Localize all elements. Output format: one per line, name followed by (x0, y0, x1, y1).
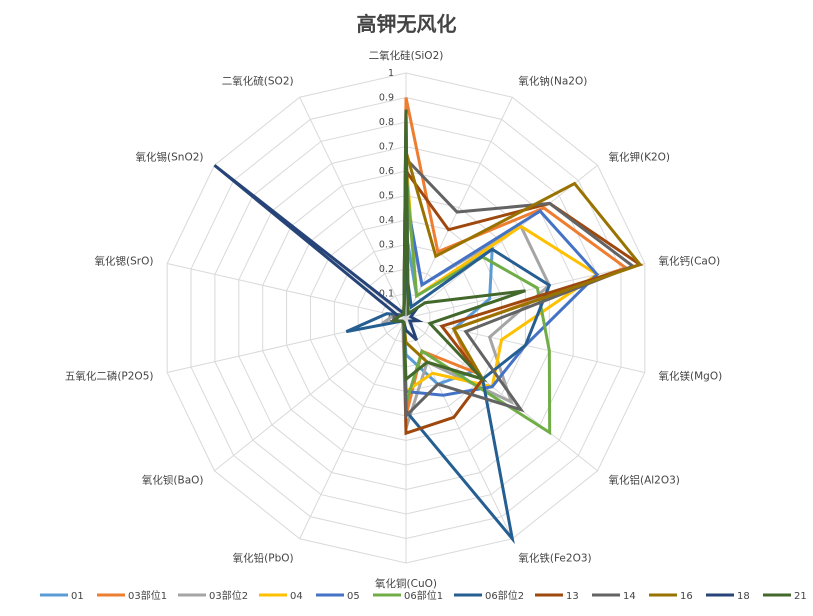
grid-spoke (405, 97, 513, 319)
grid-spoke (299, 97, 407, 319)
radar-tick-labels: 00.10.20.30.40.50.60.70.80.91 (379, 68, 394, 324)
grid-spoke (405, 317, 598, 472)
axis-label: 氧化铅(PbO) (233, 551, 294, 564)
legend-item: 01 (40, 591, 84, 602)
legend-item: 03部位2 (178, 589, 248, 602)
grid-spoke (167, 262, 407, 319)
axis-label: 氧化铁(Fe2O3) (518, 551, 591, 564)
legend-label: 18 (737, 591, 750, 602)
legend-label: 01 (71, 591, 84, 602)
legend-item: 06部位2 (454, 589, 524, 602)
tick-label: 0.6 (379, 166, 394, 177)
tick-label: 0.1 (379, 289, 394, 300)
grid-spoke (299, 317, 407, 539)
radar-category-labels: 二氧化硅(SiO2) 氧化钠(Na2O) 氧化钾(K2O) 氧化钙(CaO) 氧化镁(M… (65, 49, 722, 590)
axis-label: 氧化钡(BaO) (142, 473, 204, 486)
axis-label: 氧化铜(CuO) (375, 577, 437, 590)
tick-label: 0.4 (379, 215, 394, 226)
legend-label: 04 (290, 591, 303, 602)
legend-label: 03部位1 (128, 589, 167, 602)
radar-series (213, 97, 644, 545)
legend: 01 03部位1 03部位2 04 05 06部位1 06部位2 13 14 16 18 21 (40, 589, 807, 602)
legend-item: 04 (259, 591, 303, 602)
axis-label: 五氧化二磷(P2O5) (65, 370, 154, 383)
legend-label: 06部位1 (404, 589, 443, 602)
tick-label: 1 (388, 68, 394, 79)
legend-item: 06部位1 (373, 589, 443, 602)
axis-label: 二氧化硅(SiO2) (369, 49, 444, 62)
axis-label: 氧化锡(SnO2) (136, 151, 204, 164)
tick-label: 0.3 (379, 240, 394, 251)
legend-item: 21 (763, 591, 807, 602)
legend-label: 05 (347, 591, 360, 602)
legend-label: 03部位2 (209, 589, 248, 602)
tick-label: 0.7 (379, 142, 394, 153)
tick-label: 0.5 (379, 191, 394, 202)
series-line (390, 109, 526, 383)
legend-label: 13 (566, 591, 579, 602)
legend-label: 21 (794, 591, 807, 602)
axis-label: 氧化钙(CaO) (659, 254, 721, 267)
series-line (213, 109, 424, 342)
axis-label: 氧化铝(Al2O3) (608, 473, 679, 486)
tick-label: 0.2 (379, 264, 394, 275)
tick-label: 0.9 (379, 93, 394, 104)
legend-item: 14 (592, 591, 636, 602)
legend-item: 18 (706, 591, 750, 602)
chart-title: 高钾无风化 (356, 12, 457, 36)
legend-item: 05 (316, 591, 360, 602)
legend-label: 14 (623, 591, 636, 602)
legend-item: 13 (535, 591, 579, 602)
legend-item: 16 (649, 591, 693, 602)
legend-item: 03部位1 (97, 589, 167, 602)
legend-label: 16 (680, 591, 693, 602)
tick-label: 0.8 (379, 117, 394, 128)
series-line (390, 97, 629, 417)
grid-spoke (214, 317, 407, 472)
legend-label: 06部位2 (485, 589, 524, 602)
grid-spoke (405, 317, 513, 539)
axis-label: 氧化钾(K2O) (608, 151, 670, 164)
axis-label: 氧化锶(SrO) (95, 254, 154, 267)
axis-label: 氧化镁(MgO) (659, 370, 723, 383)
axis-label: 二氧化硫(SO2) (222, 75, 294, 88)
axis-label: 氧化钠(Na2O) (518, 75, 587, 88)
grid-spoke (405, 164, 598, 319)
